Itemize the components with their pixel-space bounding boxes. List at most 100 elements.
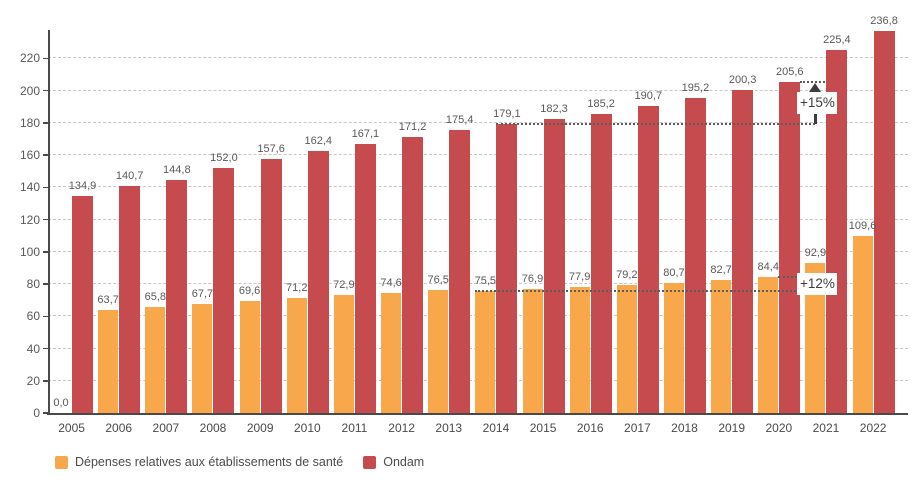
bar-label-ondam-2022: 236,8 bbox=[870, 15, 898, 28]
bar-ondam-2006 bbox=[119, 186, 141, 413]
bar-label-ondam-2011: 167,1 bbox=[351, 127, 380, 140]
annotation-arrow-up-icon-0 bbox=[809, 82, 822, 92]
bar-depenses-2011 bbox=[333, 295, 354, 413]
bar-label-ondam-2007: 144,8 bbox=[163, 163, 191, 176]
x-axis-label-2012: 2012 bbox=[388, 421, 415, 435]
bar-ondam-2022 bbox=[873, 31, 895, 413]
bar-ondam-2012 bbox=[402, 137, 424, 413]
y-tick-label-140: 140 bbox=[19, 180, 40, 195]
y-gridline-160 bbox=[48, 154, 908, 156]
bar-label-depenses-2022: 109,6 bbox=[848, 220, 877, 233]
bar-label-ondam-2021: 225,4 bbox=[823, 33, 851, 46]
bar-ondam-2013 bbox=[449, 130, 471, 413]
bar-ondam-2017 bbox=[637, 105, 659, 413]
bar-label-ondam-2012: 171,2 bbox=[398, 121, 427, 134]
annotation-label-0: +15% bbox=[797, 91, 838, 114]
bar-ondam-2011 bbox=[354, 143, 376, 413]
bar-ondam-2005 bbox=[72, 195, 93, 413]
x-axis-label-2018: 2018 bbox=[671, 421, 698, 435]
y-tick-label-120: 120 bbox=[19, 212, 40, 227]
annotation-topline-0 bbox=[800, 80, 826, 83]
bar-depenses-2020 bbox=[758, 276, 779, 413]
y-tick-label-220: 220 bbox=[19, 51, 40, 66]
bar-label-depenses-2018: 80,7 bbox=[663, 266, 685, 279]
bar-label-depenses-2010: 71,2 bbox=[286, 282, 308, 295]
x-axis-label-2022: 2022 bbox=[859, 421, 887, 435]
bar-depenses-2013 bbox=[428, 289, 449, 413]
bar-label-ondam-2017: 190,7 bbox=[634, 89, 663, 102]
bar-label-depenses-2009: 69,6 bbox=[238, 284, 261, 297]
y-tick-label-200: 200 bbox=[19, 83, 40, 98]
bar-label-depenses-2012: 74,6 bbox=[380, 276, 402, 289]
bar-label-depenses-2020: 84,4 bbox=[757, 260, 779, 273]
bar-depenses-2014 bbox=[475, 291, 496, 413]
y-gridline-200 bbox=[48, 89, 908, 91]
y-tickmark-180 bbox=[43, 122, 48, 124]
bar-ondam-2015 bbox=[543, 119, 565, 413]
x-axis-label-2006: 2006 bbox=[105, 421, 133, 435]
legend-swatch-ondam bbox=[363, 455, 377, 469]
y-tick-label-100: 100 bbox=[19, 244, 40, 259]
bar-depenses-2015 bbox=[522, 289, 543, 413]
x-axis-label-2020: 2020 bbox=[765, 421, 793, 435]
legend-item-ondam: Ondam bbox=[363, 455, 424, 469]
bar-ondam-2007 bbox=[166, 179, 188, 413]
y-gridline-180 bbox=[48, 121, 908, 123]
bar-label-depenses-2013: 76,5 bbox=[427, 273, 449, 286]
x-axis-label-2010: 2010 bbox=[293, 421, 321, 435]
bar-label-ondam-2015: 182,3 bbox=[540, 103, 568, 116]
legend-swatch-depenses bbox=[55, 455, 68, 469]
y-tickmark-80 bbox=[43, 283, 48, 285]
y-tickmark-0 bbox=[43, 412, 48, 414]
annotation-arrow-foot-0 bbox=[813, 113, 817, 124]
y-tick-label-180: 180 bbox=[19, 115, 40, 130]
bar-label-ondam-2010: 162,4 bbox=[304, 135, 333, 148]
bar-label-ondam-2018: 195,2 bbox=[681, 82, 710, 95]
bar-ondam-2021 bbox=[826, 49, 848, 413]
annotation-baseline-0 bbox=[496, 123, 816, 126]
x-axis-label-2015: 2015 bbox=[529, 421, 557, 435]
y-gridline-140 bbox=[48, 186, 908, 188]
bar-label-depenses-2021: 92,9 bbox=[804, 247, 827, 260]
x-axis-label-2011: 2011 bbox=[341, 421, 368, 435]
y-axis bbox=[48, 30, 50, 415]
x-axis-label-2005: 2005 bbox=[58, 421, 85, 435]
annotation-baseline-1 bbox=[475, 290, 816, 293]
bar-label-depenses-2015: 76,9 bbox=[521, 273, 544, 286]
bar-depenses-2019 bbox=[711, 279, 732, 413]
y-tickmark-200 bbox=[43, 89, 48, 92]
y-gridline-220 bbox=[48, 57, 908, 59]
bar-depenses-2022 bbox=[852, 236, 873, 413]
bar-label-ondam-2008: 152,0 bbox=[210, 151, 238, 164]
y-tick-label-60: 60 bbox=[26, 309, 40, 324]
bar-label-ondam-2009: 157,6 bbox=[257, 142, 285, 155]
bar-ondam-2019 bbox=[732, 90, 754, 413]
bar-label-depenses-2019: 82,7 bbox=[710, 263, 732, 276]
y-tickmark-60 bbox=[43, 315, 48, 318]
bar-label-depenses-2007: 65,8 bbox=[144, 290, 166, 303]
y-gridline-100 bbox=[48, 250, 908, 252]
bar-depenses-2007 bbox=[145, 306, 166, 413]
bar-label-depenses-2005: 0,0 bbox=[53, 397, 69, 409]
x-axis-label-2014: 2014 bbox=[482, 421, 510, 435]
bar-label-depenses-2011: 72,9 bbox=[333, 279, 355, 292]
x-axis-label-2009: 2009 bbox=[246, 421, 274, 435]
bar-depenses-2012 bbox=[381, 292, 402, 413]
legend-item-depenses: Dépenses relatives aux établissements de… bbox=[55, 455, 343, 469]
y-tick-label-160: 160 bbox=[19, 148, 40, 163]
bar-label-depenses-2006: 63,7 bbox=[97, 294, 119, 307]
bar-ondam-2020 bbox=[779, 81, 801, 413]
bar-label-ondam-2005: 134,9 bbox=[68, 179, 97, 192]
bar-depenses-2006 bbox=[98, 310, 119, 413]
bar-label-depenses-2017: 79,2 bbox=[616, 269, 638, 282]
bar-depenses-2018 bbox=[663, 282, 684, 413]
legend-label-ondam: Ondam bbox=[383, 455, 425, 469]
y-tick-label-20: 20 bbox=[26, 373, 40, 388]
x-axis-label-2013: 2013 bbox=[435, 421, 463, 435]
y-tickmark-140 bbox=[43, 186, 48, 189]
x-axis-label-2016: 2016 bbox=[576, 421, 604, 435]
bar-depenses-2017 bbox=[616, 285, 637, 413]
legend-label-depenses: Dépenses relatives aux établissements de… bbox=[75, 455, 344, 469]
